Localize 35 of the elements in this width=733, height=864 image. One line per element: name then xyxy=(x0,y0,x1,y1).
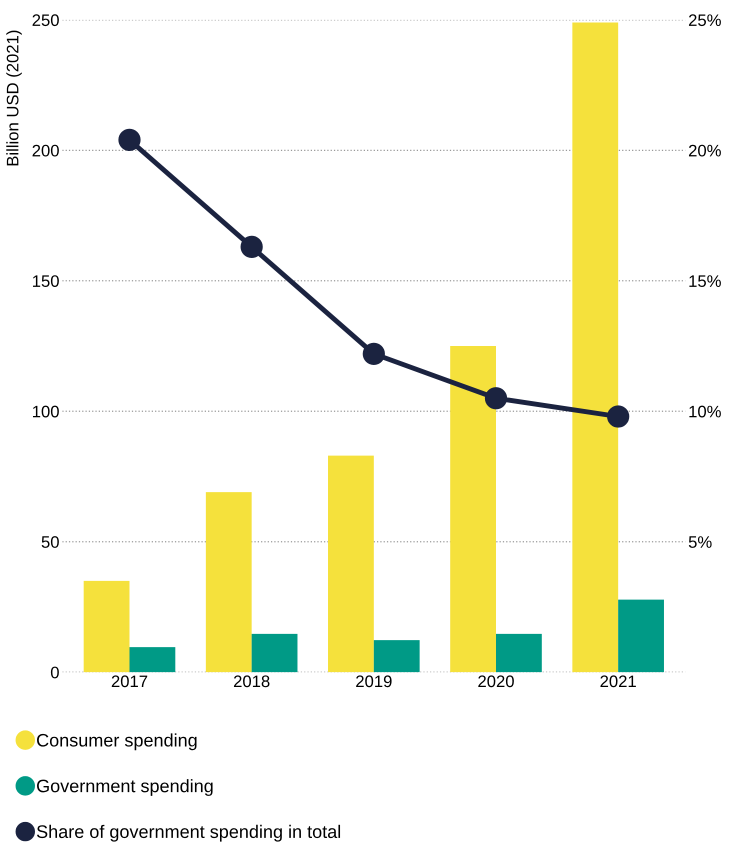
y-tick-label: 50 xyxy=(42,536,59,548)
y2-tick-label: 5% xyxy=(688,536,712,548)
y-tick-label: 100 xyxy=(32,406,59,418)
bar xyxy=(618,600,664,672)
bar xyxy=(206,492,252,672)
legend-label: Consumer spending xyxy=(37,733,197,750)
legend-label: Share of government spending in total xyxy=(36,824,340,842)
bar xyxy=(374,640,420,672)
y-axis-title: Billion USD (2021) xyxy=(6,30,22,166)
x-tick-label: 2020 xyxy=(478,675,514,688)
y2-tick-label: 20% xyxy=(688,144,721,157)
point xyxy=(484,387,508,410)
point xyxy=(240,236,263,258)
y-tick-label: 0 xyxy=(50,666,59,678)
x-tick-label: 2018 xyxy=(234,675,270,688)
point xyxy=(607,405,630,428)
bar xyxy=(84,580,130,672)
y-tick-label: 150 xyxy=(32,275,59,288)
legend-label: Government spending xyxy=(37,779,213,796)
bar xyxy=(252,634,298,672)
bar xyxy=(450,346,496,672)
bar xyxy=(328,456,374,672)
x-tick-label: 2021 xyxy=(600,675,636,688)
y2-tick-label: 10% xyxy=(689,406,721,418)
point xyxy=(118,128,141,152)
y2-tick-label: 15% xyxy=(689,275,721,288)
y-tick-label: 200 xyxy=(32,144,59,157)
bar xyxy=(572,22,618,672)
x-tick-label: 2019 xyxy=(356,675,392,688)
point xyxy=(362,342,385,365)
x-tick-label: 2017 xyxy=(112,675,148,688)
y-tick-label: 250 xyxy=(32,14,59,26)
bar xyxy=(129,647,176,672)
y2-tick-label: 25% xyxy=(688,14,721,26)
bar xyxy=(496,634,542,672)
